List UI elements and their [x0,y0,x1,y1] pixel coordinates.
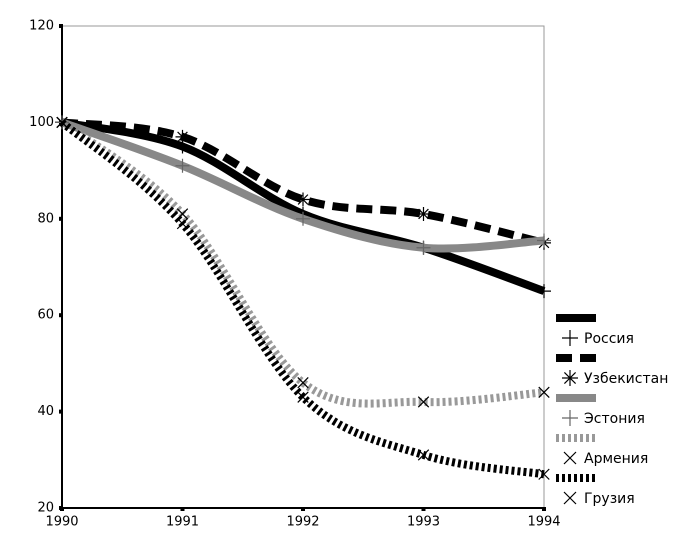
legend-label: Россия [584,331,634,347]
point-marker [538,386,550,398]
x-tick-label: 1994 [527,515,560,530]
point-marker [297,391,309,403]
x-tick [60,507,64,511]
legend-marker [562,410,578,426]
x-tick [421,507,426,511]
point-marker [537,284,551,299]
legend-label: Узбекистан [584,371,668,387]
legend-marker [563,451,577,465]
y-tick [59,24,63,28]
point-marker [56,116,68,129]
x-tick-label: 1993 [407,515,440,530]
x-tick-label: 1990 [45,515,78,530]
point-marker [417,396,430,408]
y-tick-label: 100 [29,115,54,130]
point-marker [538,468,550,480]
x-tick-label: 1992 [286,515,319,530]
x-tick [542,507,546,511]
point-marker [297,377,309,389]
point-marker [537,233,551,248]
y-tick [59,216,63,221]
x-tick-label: 1991 [166,515,199,530]
legend-marker [562,330,578,346]
point-marker [176,217,189,230]
y-tick-label: 60 [37,308,54,323]
point-marker [296,192,310,207]
point-marker [416,206,431,221]
point-marker [175,158,190,173]
x-tick [180,507,185,511]
point-marker [296,211,310,226]
point-marker [416,240,431,255]
legend-label: Эстония [584,411,645,427]
y-tick-label: 40 [37,404,54,419]
series-line [61,118,545,247]
point-marker [417,449,430,461]
series-line [59,119,545,408]
series-line [60,118,545,253]
y-tick-label: 20 [37,501,54,516]
y-tick-label: 80 [37,211,54,226]
point-marker [175,129,190,144]
legend-marker [562,370,578,386]
legend-marker [563,491,577,505]
x-tick [301,507,305,511]
y-tick [59,313,63,318]
series-line [59,119,545,479]
y-tick-label: 120 [29,19,54,34]
legend-label: Армения [584,451,648,467]
legend-label: Грузия [584,491,635,507]
y-tick [59,409,63,414]
